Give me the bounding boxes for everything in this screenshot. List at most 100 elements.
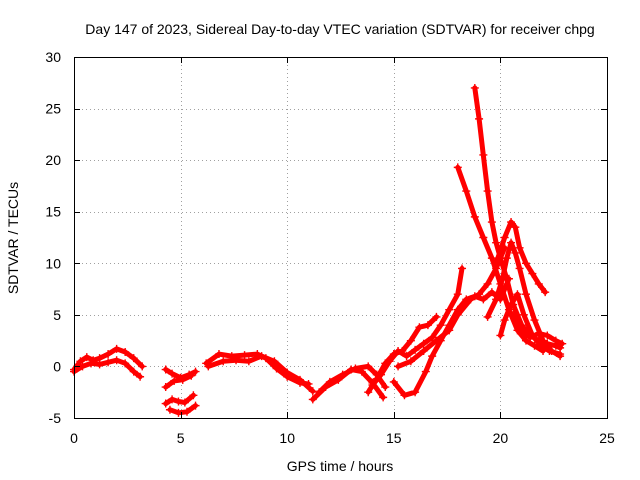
- data-point: [168, 395, 177, 404]
- x-tick-label: 0: [70, 430, 78, 446]
- data-point: [507, 238, 516, 247]
- series-track-12: [368, 264, 467, 389]
- series-track-8: [204, 352, 317, 396]
- y-tick-label: 15: [45, 204, 61, 220]
- data-point: [244, 357, 253, 366]
- data-point: [432, 336, 441, 345]
- data-point: [536, 341, 545, 350]
- data-point: [502, 254, 511, 263]
- data-point: [161, 365, 170, 374]
- data-point: [189, 391, 198, 400]
- data-point: [534, 329, 543, 338]
- data-point: [521, 336, 530, 345]
- data-point: [519, 310, 528, 319]
- data-point: [479, 150, 488, 159]
- y-tick-label: 5: [53, 307, 61, 323]
- data-point: [400, 391, 409, 400]
- data-point: [470, 212, 479, 221]
- data-point: [283, 368, 292, 377]
- data-point: [165, 405, 174, 414]
- data-point: [483, 187, 492, 196]
- data-point: [483, 279, 492, 288]
- data-point: [479, 295, 488, 304]
- y-tick-label: -5: [49, 410, 62, 426]
- data-point: [462, 187, 471, 196]
- data-point: [178, 375, 187, 384]
- data-point: [214, 350, 223, 359]
- x-tick-label: 5: [177, 430, 185, 446]
- data-point: [219, 357, 228, 366]
- data-point: [415, 323, 424, 332]
- data-point: [507, 300, 516, 309]
- data-point: [170, 376, 179, 385]
- data-point: [112, 356, 121, 365]
- y-axis-label: SDTVAR / TECUs: [5, 182, 21, 294]
- data-point: [82, 353, 91, 362]
- data-point: [515, 264, 524, 273]
- data-point: [295, 375, 304, 384]
- series-track-17: [492, 218, 550, 297]
- series-track-20: [509, 310, 567, 348]
- data-point: [351, 364, 360, 373]
- data-point: [191, 401, 200, 410]
- data-point: [423, 321, 432, 330]
- data-point: [87, 359, 96, 368]
- data-point: [204, 362, 213, 371]
- series-band: [391, 276, 512, 398]
- data-point: [95, 360, 104, 369]
- data-point: [308, 387, 317, 396]
- data-point: [180, 398, 189, 407]
- data-point: [138, 362, 147, 371]
- data-point: [419, 346, 428, 355]
- data-point: [377, 370, 386, 379]
- data-point: [458, 264, 467, 273]
- data-point: [402, 352, 411, 361]
- data-point: [394, 346, 403, 355]
- y-tick-label: 25: [45, 101, 61, 117]
- data-point: [411, 388, 420, 397]
- y-axis: -5 0 5 10 15 20 25 30: [45, 49, 607, 426]
- data-point: [534, 279, 543, 288]
- data-point: [406, 357, 415, 366]
- data-point: [411, 345, 420, 354]
- data-point: [511, 248, 520, 257]
- data-point: [104, 350, 113, 359]
- series-track-18: [483, 238, 565, 361]
- data-point: [389, 377, 398, 386]
- data-point: [496, 331, 505, 340]
- data-point: [541, 288, 550, 297]
- data-point: [526, 333, 535, 342]
- data-point: [129, 354, 138, 363]
- data-point: [517, 326, 526, 335]
- data-point: [419, 339, 428, 348]
- y-tick-label: 20: [45, 152, 61, 168]
- data-point: [466, 295, 475, 304]
- data-point: [545, 346, 554, 355]
- data-point: [121, 359, 130, 368]
- x-tick-label: 15: [386, 430, 402, 446]
- series-track-4: [161, 371, 196, 392]
- data-point: [240, 351, 249, 360]
- data-point: [112, 344, 121, 353]
- data-point: [543, 331, 552, 340]
- data-point: [483, 312, 492, 321]
- data-point: [338, 370, 347, 379]
- data-point: [475, 114, 484, 123]
- data-point: [379, 393, 388, 402]
- data-point: [136, 372, 145, 381]
- series-band: [485, 240, 563, 359]
- series-band: [167, 403, 198, 416]
- data-point: [445, 326, 454, 335]
- data-point: [121, 347, 130, 356]
- data-point: [104, 358, 113, 367]
- data-point: [436, 321, 445, 330]
- data-point: [182, 407, 191, 416]
- data-point: [487, 288, 496, 297]
- data-point: [325, 377, 334, 386]
- series-band: [370, 265, 465, 388]
- x-axis-label: GPS time / hours: [287, 458, 394, 474]
- data-point: [539, 336, 548, 345]
- data-point: [428, 352, 437, 361]
- series-track-1: [70, 344, 147, 374]
